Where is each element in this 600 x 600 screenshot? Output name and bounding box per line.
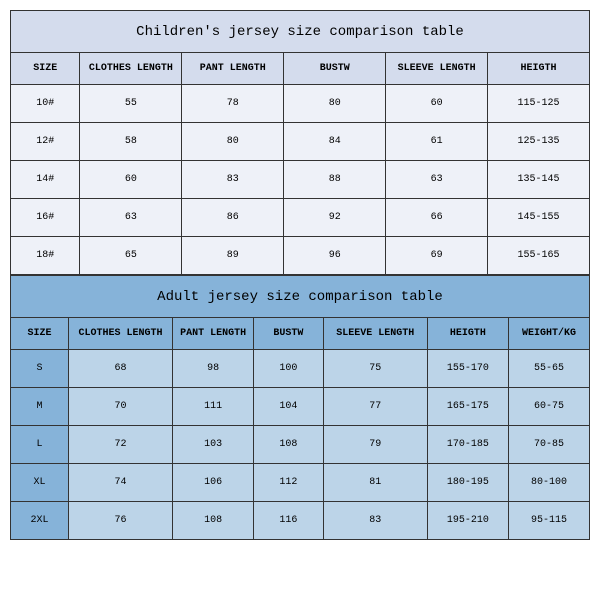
cell: 76 <box>68 502 172 540</box>
cell-size: S <box>11 350 69 388</box>
children-title: Children's jersey size comparison table <box>11 11 590 53</box>
table-row: 10# 55 78 80 60 115-125 <box>11 85 590 123</box>
cell: 55 <box>80 85 182 123</box>
cell: 104 <box>254 388 323 426</box>
cell: 80 <box>284 85 386 123</box>
cell: 66 <box>386 199 488 237</box>
col-pant-length: PANT LENGTH <box>173 318 254 350</box>
cell: 83 <box>182 161 284 199</box>
cell: 65 <box>80 237 182 275</box>
cell: 86 <box>182 199 284 237</box>
cell: 84 <box>284 123 386 161</box>
col-pant-length: PANT LENGTH <box>182 53 284 85</box>
cell: 103 <box>173 426 254 464</box>
adult-title-row: Adult jersey size comparison table <box>11 276 590 318</box>
cell: 80 <box>182 123 284 161</box>
cell: 69 <box>386 237 488 275</box>
table-row: 14# 60 83 88 63 135-145 <box>11 161 590 199</box>
cell: 170-185 <box>427 426 508 464</box>
adult-size-table: Adult jersey size comparison table SIZE … <box>10 275 590 540</box>
cell: 112 <box>254 464 323 502</box>
cell: 58 <box>80 123 182 161</box>
cell: 63 <box>386 161 488 199</box>
cell: 70 <box>68 388 172 426</box>
cell: 195-210 <box>427 502 508 540</box>
cell: 125-135 <box>488 123 590 161</box>
children-title-row: Children's jersey size comparison table <box>11 11 590 53</box>
col-bust: BUSTW <box>284 53 386 85</box>
cell: 108 <box>173 502 254 540</box>
children-size-table: Children's jersey size comparison table … <box>10 10 590 275</box>
cell: 80-100 <box>508 464 589 502</box>
col-sleeve-length: SLEEVE LENGTH <box>323 318 427 350</box>
col-height: HEIGTH <box>488 53 590 85</box>
adult-title: Adult jersey size comparison table <box>11 276 590 318</box>
cell-size: XL <box>11 464 69 502</box>
adult-header-row: SIZE CLOTHES LENGTH PANT LENGTH BUSTW SL… <box>11 318 590 350</box>
cell: 100 <box>254 350 323 388</box>
col-height: HEIGTH <box>427 318 508 350</box>
cell: 70-85 <box>508 426 589 464</box>
cell: 83 <box>323 502 427 540</box>
cell: 63 <box>80 199 182 237</box>
cell-size: 18# <box>11 237 80 275</box>
children-header-row: SIZE CLOTHES LENGTH PANT LENGTH BUSTW SL… <box>11 53 590 85</box>
cell: 81 <box>323 464 427 502</box>
col-size: SIZE <box>11 318 69 350</box>
table-row: 12# 58 80 84 61 125-135 <box>11 123 590 161</box>
col-sleeve-length: SLEEVE LENGTH <box>386 53 488 85</box>
cell: 78 <box>182 85 284 123</box>
col-clothes-length: CLOTHES LENGTH <box>68 318 172 350</box>
cell: 89 <box>182 237 284 275</box>
col-bust: BUSTW <box>254 318 323 350</box>
cell-size: 10# <box>11 85 80 123</box>
cell-size: 14# <box>11 161 80 199</box>
table-row: S 68 98 100 75 155-170 55-65 <box>11 350 590 388</box>
cell: 106 <box>173 464 254 502</box>
cell: 77 <box>323 388 427 426</box>
table-row: L 72 103 108 79 170-185 70-85 <box>11 426 590 464</box>
cell: 92 <box>284 199 386 237</box>
cell: 108 <box>254 426 323 464</box>
cell-size: 16# <box>11 199 80 237</box>
cell: 155-170 <box>427 350 508 388</box>
cell-size: L <box>11 426 69 464</box>
table-row: 2XL 76 108 116 83 195-210 95-115 <box>11 502 590 540</box>
cell: 60-75 <box>508 388 589 426</box>
cell: 145-155 <box>488 199 590 237</box>
cell: 116 <box>254 502 323 540</box>
cell-size: 12# <box>11 123 80 161</box>
cell: 88 <box>284 161 386 199</box>
cell: 72 <box>68 426 172 464</box>
cell: 95-115 <box>508 502 589 540</box>
cell-size: 2XL <box>11 502 69 540</box>
cell: 60 <box>386 85 488 123</box>
table-row: XL 74 106 112 81 180-195 80-100 <box>11 464 590 502</box>
cell: 111 <box>173 388 254 426</box>
cell: 68 <box>68 350 172 388</box>
table-row: M 70 111 104 77 165-175 60-75 <box>11 388 590 426</box>
col-clothes-length: CLOTHES LENGTH <box>80 53 182 85</box>
cell: 165-175 <box>427 388 508 426</box>
cell: 74 <box>68 464 172 502</box>
cell: 96 <box>284 237 386 275</box>
cell: 180-195 <box>427 464 508 502</box>
cell: 98 <box>173 350 254 388</box>
col-size: SIZE <box>11 53 80 85</box>
cell: 75 <box>323 350 427 388</box>
cell: 115-125 <box>488 85 590 123</box>
cell: 155-165 <box>488 237 590 275</box>
cell: 55-65 <box>508 350 589 388</box>
table-row: 16# 63 86 92 66 145-155 <box>11 199 590 237</box>
col-weight: WEIGHT/KG <box>508 318 589 350</box>
cell: 61 <box>386 123 488 161</box>
cell: 135-145 <box>488 161 590 199</box>
table-row: 18# 65 89 96 69 155-165 <box>11 237 590 275</box>
cell: 60 <box>80 161 182 199</box>
cell-size: M <box>11 388 69 426</box>
cell: 79 <box>323 426 427 464</box>
